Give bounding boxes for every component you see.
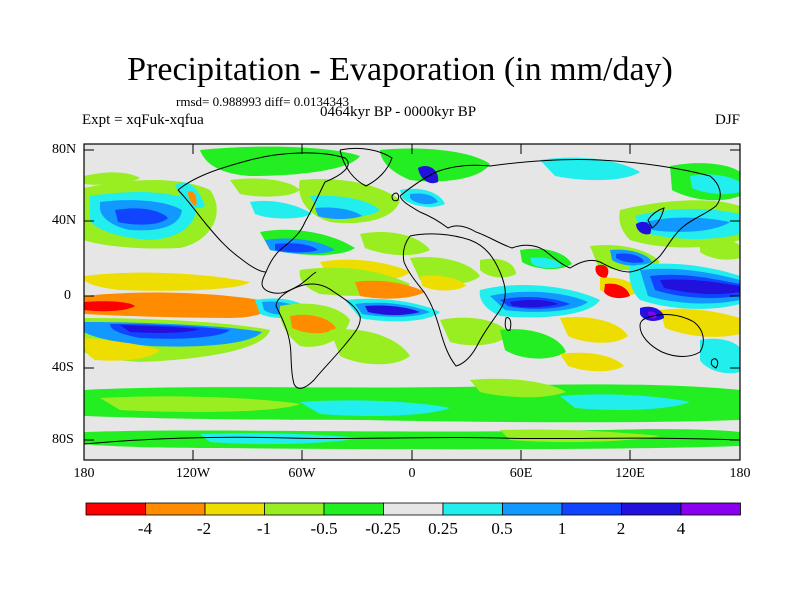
y-tick-label: 40S [52, 360, 74, 375]
field-patch [365, 305, 420, 315]
colorbar-label: 4 [676, 519, 686, 538]
coastline-africa [402, 233, 506, 367]
x-tick-label: 180 [729, 466, 751, 481]
x-tick-label: 120W [175, 466, 211, 481]
field-patch [560, 352, 624, 372]
field-patch [616, 253, 644, 263]
field-patch [636, 221, 652, 235]
field-patch [188, 191, 197, 206]
x-tick-label: 60W [288, 466, 316, 481]
field-patch [560, 316, 628, 343]
y-tick-label: 80N [52, 142, 77, 157]
field-patch [300, 400, 450, 416]
x-tick-label: 120E [615, 466, 645, 481]
colorbar-swatch [85, 502, 146, 516]
field-patch [360, 231, 430, 256]
season-label: DJF [714, 112, 740, 128]
x-tick-label: 60E [509, 466, 533, 481]
field-patch [470, 378, 566, 398]
field-patch [510, 299, 558, 308]
field-patch [645, 217, 730, 232]
coastline-north-america-west [177, 189, 267, 273]
field-patch [84, 429, 740, 450]
colorbar-swatch [680, 502, 741, 516]
coastline-south-america [275, 283, 361, 389]
coastline-madagascar [504, 317, 512, 331]
x-tick-label: 180 [73, 466, 95, 481]
colorbar-label: -4 [137, 519, 153, 538]
colorbar-label: 1 [557, 519, 567, 538]
stats-text: rmsd= 0.988993 diff= 0.0134343 [176, 94, 349, 109]
y-tick-label: 40N [52, 213, 77, 228]
field-patch [530, 257, 562, 269]
colorbar-swatch [204, 502, 265, 516]
field-patch [84, 338, 160, 361]
coastline-uk [391, 192, 399, 202]
coastline-north-america [177, 152, 349, 294]
coastline-japan [647, 207, 665, 229]
colorbar-swatch [383, 502, 444, 516]
field-patch [418, 165, 439, 184]
colorbar [85, 502, 741, 516]
field-patch [120, 325, 200, 333]
axis-ticks [84, 144, 740, 460]
field-patch [440, 317, 510, 346]
colorbar-label: -0.5 [310, 519, 338, 538]
field-patch [200, 433, 360, 445]
y-tick-label: 80S [52, 432, 74, 447]
colorbar-swatch [561, 502, 622, 516]
field-patch [84, 172, 140, 185]
field-patch [315, 207, 362, 219]
experiment-label: Expt = xqFuk-xqfua [82, 112, 204, 128]
colorbar-label: 0.5 [491, 519, 513, 538]
field-patch [410, 193, 438, 205]
coastline-australia [639, 314, 704, 357]
colorbar-swatch [323, 502, 384, 516]
field-patch [250, 200, 312, 219]
field-patch [84, 301, 135, 312]
field-patch [84, 292, 267, 318]
field-patch [500, 329, 566, 359]
field-patch [355, 280, 425, 299]
field-patch [420, 275, 466, 291]
field-patch [604, 283, 630, 299]
coastline-europe-asia [399, 158, 721, 273]
field-patch [595, 264, 609, 278]
field-patch [660, 279, 740, 295]
field-patch [540, 157, 640, 181]
colorbar-label: 0.25 [428, 519, 458, 538]
field-patch [700, 238, 740, 260]
coastline-antarctica [84, 436, 740, 445]
field-patch [560, 394, 690, 410]
colorbar-label: -1 [256, 519, 272, 538]
field-patch [84, 272, 250, 291]
colorbar-swatch [621, 502, 682, 516]
colorbar-swatch [442, 502, 503, 516]
field-patch [700, 338, 740, 374]
colorbar-label: 2 [616, 519, 626, 538]
field-patch [230, 178, 300, 197]
colorbar-label: -2 [196, 519, 212, 538]
plot-title: Precipitation - Evaporation (in mm/day) [127, 51, 673, 88]
coastlines [84, 147, 740, 445]
colorbar-label: -0.25 [365, 519, 401, 538]
coastline-new-zealand [710, 358, 719, 369]
coastline-greenland [339, 147, 393, 187]
colorbar-swatch [264, 502, 325, 516]
precip-field [84, 146, 740, 450]
field-patch [660, 308, 740, 337]
field-patch [380, 148, 490, 182]
colorbar-swatch [145, 502, 206, 516]
y-tick-label: 0 [64, 288, 71, 303]
field-patch [200, 146, 360, 176]
time-period-label: 0464kyr BP - 0000kyr BP [320, 104, 477, 120]
x-tick-label: 0 [408, 466, 416, 481]
field-patch [100, 396, 300, 412]
colorbar-swatch [502, 502, 563, 516]
field-patch [690, 174, 740, 195]
field-patch [115, 208, 168, 225]
field-patch [290, 314, 336, 334]
